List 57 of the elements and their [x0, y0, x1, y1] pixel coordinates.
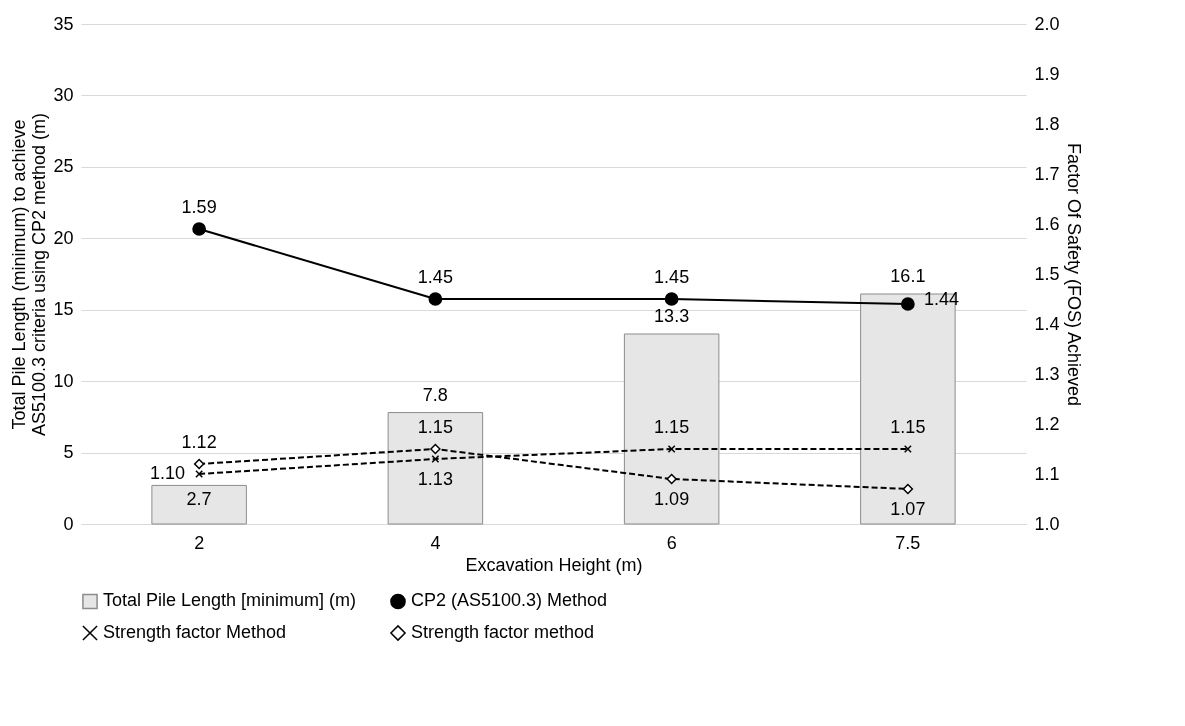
y-axis-title: Total Pile Length (minimum) to achieve AS5100.3 criteria using CP2 method (m) — [9, 112, 50, 437]
y-tick-label: 25 — [53, 156, 74, 177]
point — [193, 458, 205, 470]
y-tick-label: 15 — [53, 299, 74, 320]
y2-tick-label: 1.8 — [1034, 113, 1060, 134]
data-label: 1.12 — [181, 432, 217, 452]
data-label: 13.3 — [654, 306, 690, 326]
y-tick-label: 35 — [53, 13, 74, 34]
data-label: 1.15 — [417, 417, 453, 437]
point — [901, 297, 915, 311]
data-label: 1.45 — [417, 267, 453, 287]
point — [430, 443, 441, 455]
data-label: 1.44 — [923, 289, 959, 309]
x-tick-label: 4 — [430, 532, 441, 553]
x-axis-title: Excavation Height (m) — [465, 554, 643, 575]
point — [666, 473, 677, 485]
x-tick-label: 2 — [194, 532, 205, 553]
y2-tick-label: 2.0 — [1034, 13, 1060, 34]
data-label: 16.1 — [890, 266, 926, 286]
data-label: 1.15 — [890, 417, 926, 437]
legend-label: Strength factor Method — [103, 622, 287, 642]
y2-tick-label: 1.6 — [1034, 213, 1060, 234]
y-tick-label: 30 — [53, 84, 74, 105]
y2-tick-label: 1.5 — [1034, 263, 1060, 284]
x-tick-label: 6 — [666, 532, 677, 553]
y2-tick-label: 1.0 — [1034, 513, 1060, 534]
y2-tick-label: 1.3 — [1034, 363, 1060, 384]
data-label: 1.59 — [181, 197, 217, 217]
point — [428, 292, 443, 306]
data-label: 2.7 — [186, 489, 212, 510]
data-label: 1.13 — [417, 469, 453, 489]
bar — [623, 333, 720, 525]
y2-tick-label: 1.4 — [1034, 313, 1060, 334]
y-tick-label: 5 — [63, 442, 74, 463]
y-tick-label: 20 — [53, 227, 74, 248]
point — [664, 292, 679, 306]
bar — [151, 484, 247, 525]
y-tick-label: 10 — [53, 370, 74, 391]
x-tick-label: 7.5 — [895, 532, 921, 553]
legend-label: Strength factor method — [411, 622, 595, 642]
y2-tick-label: 1.2 — [1034, 413, 1060, 434]
y-tick-label: 0 — [63, 513, 74, 534]
y2-tick-label: 1.1 — [1034, 463, 1060, 484]
point — [902, 483, 914, 495]
legend-label: Total Pile Length [minimum] (m) — [103, 590, 357, 611]
data-label: 1.09 — [654, 489, 690, 509]
data-label: 1.15 — [654, 417, 690, 437]
bar — [387, 412, 484, 525]
y2-tick-label: 1.7 — [1034, 163, 1060, 184]
data-label: 1.07 — [890, 499, 926, 519]
point — [192, 222, 206, 236]
legend-label: CP2 (AS5100.3) Method — [411, 590, 608, 611]
y2-axis-title: Factor Of Safety (FOS) Achieved — [1063, 142, 1084, 407]
data-label: 1.45 — [654, 267, 690, 287]
data-label: 1.10 — [150, 463, 186, 483]
y2-tick-label: 1.9 — [1034, 63, 1060, 84]
data-label: 7.8 — [422, 384, 448, 405]
